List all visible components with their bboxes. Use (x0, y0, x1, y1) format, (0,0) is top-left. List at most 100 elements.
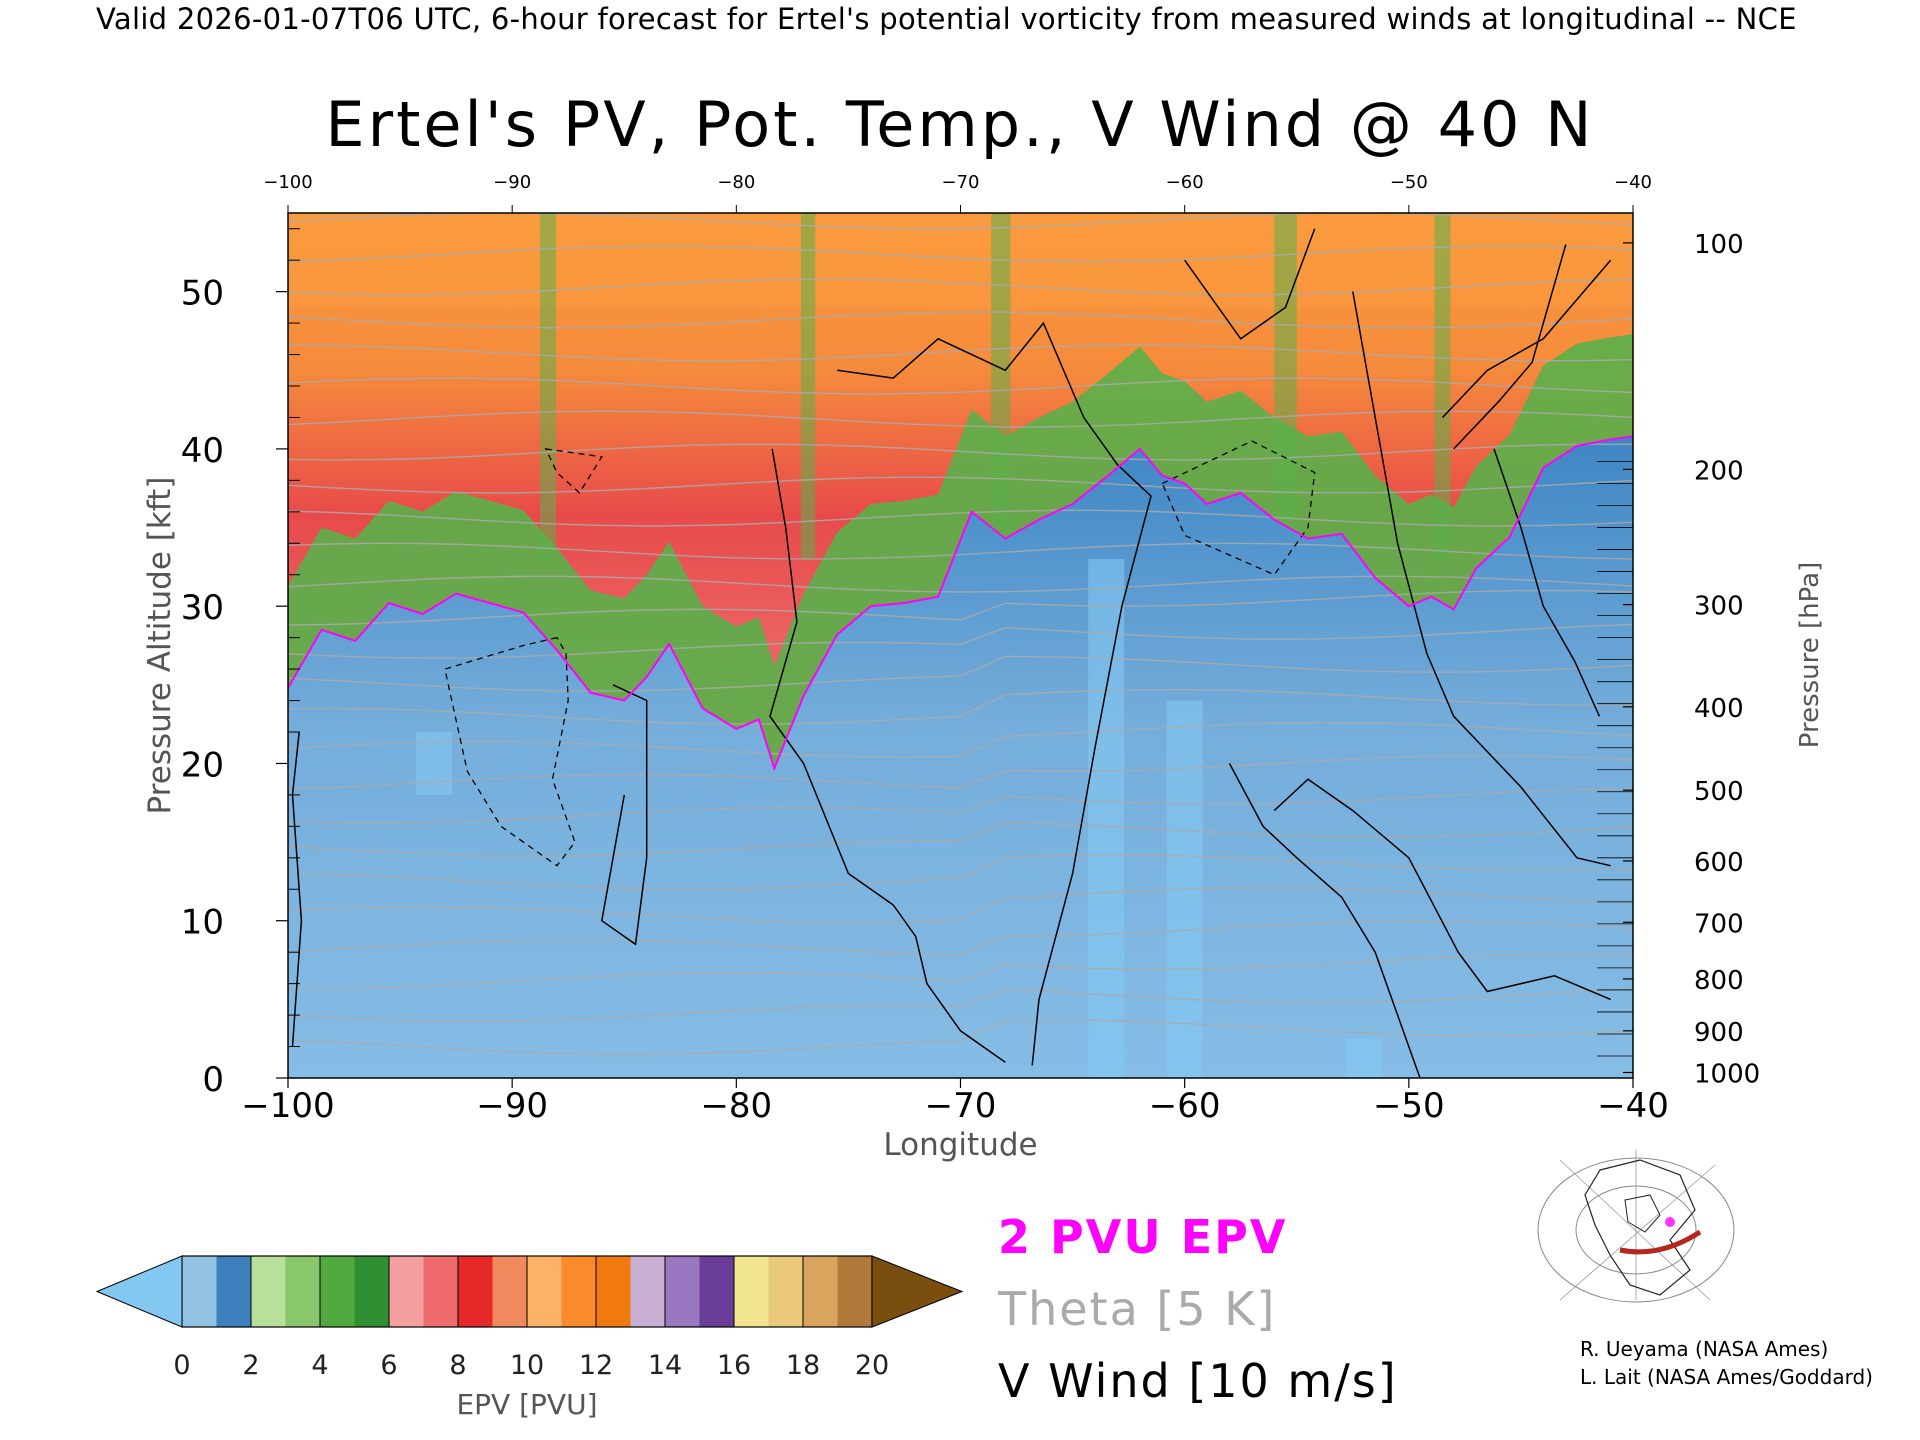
colorbar-tick-label: 14 (648, 1350, 682, 1381)
vwind-negative-contour (1161, 440, 1316, 576)
pressure-tick-label: 800 (1694, 966, 1744, 996)
theta-contour (288, 476, 1633, 494)
theta-contour (288, 311, 1633, 329)
colorbar-tick-label: 12 (579, 1350, 613, 1381)
x-top-tick-label: −60 (1166, 172, 1204, 193)
colorbar: 0 2 4 6 8 10 12 14 16 18 20 EPV [PVU] (95, 1255, 964, 1421)
pressure-tick-label: 1000 (1694, 1059, 1760, 1089)
x-tick-label: −60 (1149, 1086, 1221, 1126)
lower-stratosphere-band (288, 334, 1633, 769)
cross-section-path (1619, 1229, 1702, 1255)
pv-streak (540, 213, 557, 559)
theta-contour (288, 821, 1633, 857)
colorbar-swatch (768, 1256, 804, 1327)
x-tick-label: −40 (1597, 1086, 1669, 1126)
colorbar-swatch (354, 1256, 390, 1327)
theta-contour (288, 623, 1633, 659)
pv-streak (800, 213, 816, 559)
x-top-tick-label: −50 (1390, 172, 1428, 193)
colorbar-swatch (251, 1256, 286, 1327)
x-top-tick-label: −80 (717, 172, 755, 193)
theta-contour (288, 655, 1633, 692)
colorbar-tick-label: 2 (242, 1350, 259, 1381)
colorbar-tick-label: 6 (380, 1350, 397, 1381)
theta-contour (288, 721, 1633, 758)
theta-contour (288, 377, 1633, 395)
pressure-tick-label: 100 (1694, 230, 1744, 260)
vwind-negative-contour (444, 636, 576, 867)
colorbar-swatch (458, 1256, 493, 1327)
colorbar-swatch (320, 1256, 355, 1327)
vwind-contour (1184, 228, 1316, 340)
x-tick-label: −90 (476, 1086, 548, 1126)
y-right-axis-label: Pressure [hPa] (1795, 562, 1825, 749)
colorbar-swatch (389, 1256, 424, 1327)
locator-map (1537, 1150, 1735, 1303)
pressure-tick-label: 300 (1694, 592, 1744, 622)
x-top-tick-label: −70 (942, 172, 980, 193)
theta-contour (288, 853, 1633, 891)
theta-contour (288, 542, 1633, 560)
colorbar-label: EPV [PVU] (456, 1388, 597, 1421)
theta-contour (288, 509, 1633, 527)
colorbar-swatch (423, 1256, 459, 1327)
theta-contour (288, 688, 1633, 725)
x-tick-label: −50 (1373, 1086, 1445, 1126)
y-axis-label: Pressure Altitude [kft] (142, 477, 178, 815)
plot-area (288, 213, 1633, 1078)
theta-contour (288, 953, 1633, 990)
y-tick-label: 30 (181, 588, 224, 628)
pressure-tick-label: 500 (1694, 777, 1744, 807)
x-tick-label: −70 (925, 1086, 997, 1126)
x-tick-label: −80 (700, 1086, 772, 1126)
theta-contour (288, 754, 1633, 790)
y-tick-label: 50 (181, 274, 224, 314)
colorbar-over-arrow (871, 1255, 964, 1328)
colorbar-tick-label: 18 (786, 1350, 820, 1381)
theta-contour (288, 886, 1633, 923)
chart-title: Ertel's PV, Pot. Temp., V Wind @ 40 N (325, 88, 1595, 161)
low-pv-patch (1088, 559, 1125, 1078)
theta-contour (288, 410, 1633, 428)
colorbar-swatch (699, 1256, 735, 1327)
vwind-negative-contour (544, 448, 603, 494)
colorbar-swatch (837, 1256, 873, 1327)
colorbar-swatch (596, 1256, 631, 1327)
tropopause-2pvu-line (288, 435, 1633, 772)
colorbar-swatch (734, 1256, 769, 1327)
theta-contour (288, 787, 1633, 824)
vwind-contour (1352, 291, 1611, 867)
vwind-contour (1493, 448, 1601, 717)
colorbar-swatch (492, 1256, 528, 1327)
colorbar-swatch (630, 1256, 666, 1327)
y-tick-label: 20 (181, 745, 224, 785)
theta-contour (288, 920, 1633, 956)
colorbar-swatch (803, 1256, 838, 1327)
x-tick-label: −100 (241, 1086, 334, 1126)
vwind-contour (600, 684, 648, 946)
header-line: Valid 2026-01-07T06 UTC, 6-hour forecast… (96, 2, 1797, 36)
y-tick-label: 10 (181, 903, 224, 943)
pv-streak (1434, 213, 1451, 559)
theta-contour (288, 988, 1633, 1023)
theta-contour (288, 245, 1633, 263)
pressure-tick-label: 900 (1694, 1018, 1744, 1048)
colorbar-swatch (527, 1256, 562, 1327)
colorbar-tick-label: 0 (173, 1350, 190, 1381)
y-tick-label: 40 (181, 431, 224, 471)
vwind-contour (769, 448, 1006, 1063)
colorbar-swatch (182, 1256, 217, 1327)
colorbar-swatch (561, 1256, 597, 1327)
legend-2pvu: 2 PVU EPV (998, 1210, 1288, 1264)
pressure-tick-label: 400 (1694, 694, 1744, 724)
legend-theta: Theta [5 K] (998, 1282, 1277, 1336)
theta-contour (288, 278, 1633, 296)
theta-contour (288, 575, 1633, 593)
credit-line-2: L. Lait (NASA Ames/Goddard) (1580, 1365, 1873, 1389)
vwind-contour (1453, 244, 1567, 450)
vwind-contour (1441, 259, 1612, 419)
x-top-tick-label: −40 (1614, 172, 1652, 193)
theta-contour (288, 1019, 1633, 1055)
colorbar-tick-label: 4 (311, 1350, 328, 1381)
